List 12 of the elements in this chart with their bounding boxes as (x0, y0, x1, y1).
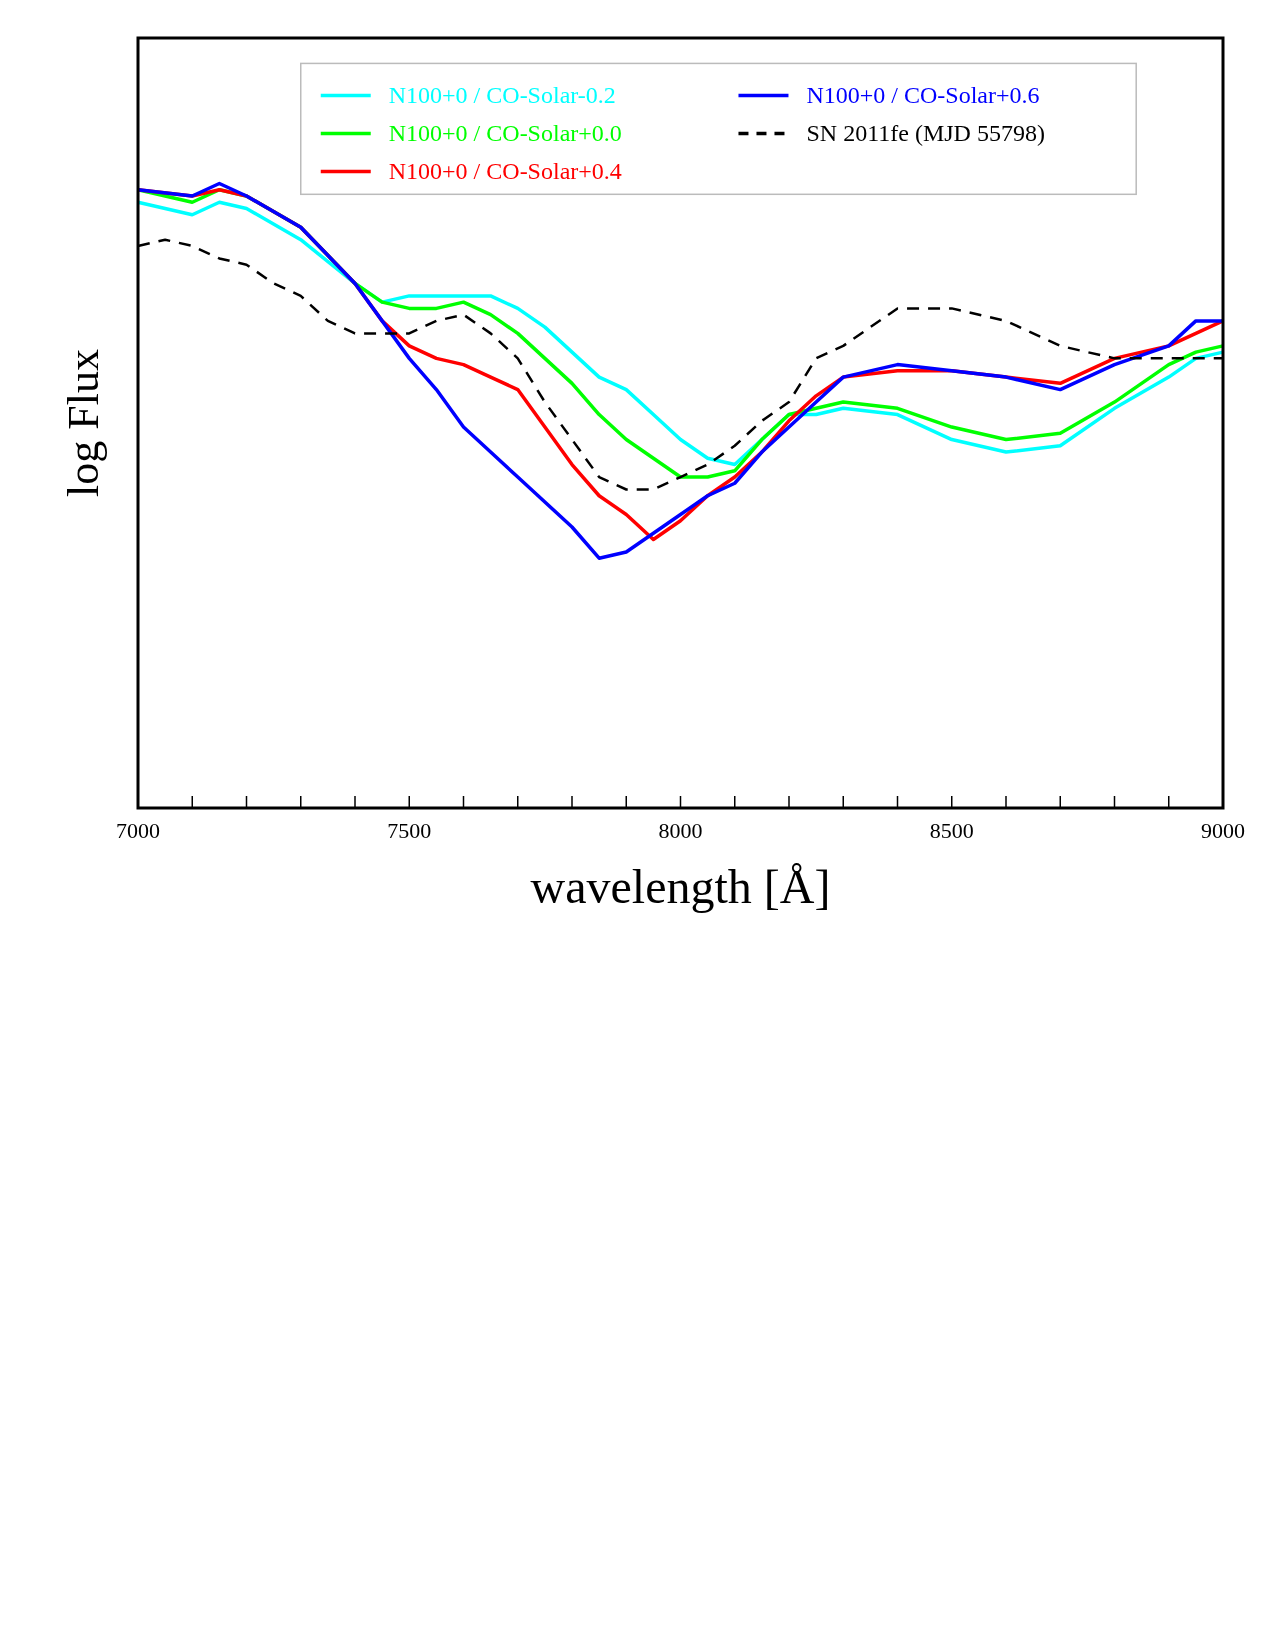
x-axis-title: wavelength [Å] (530, 860, 831, 913)
x-tick-label: 7500 (387, 818, 432, 843)
legend-label: N100+0 / CO-Solar+0.4 (388, 158, 622, 185)
x-tick-label: 8000 (658, 818, 703, 843)
x-tick-label: 7000 (116, 818, 160, 843)
legend-label: SN 2011fe (MJD 55798) (806, 120, 1045, 147)
legend-label: N100+0 / CO-Solar-0.2 (388, 82, 616, 109)
x-tick-label: 8500 (929, 818, 974, 843)
legend-label: N100+0 / CO-Solar+0.0 (388, 120, 622, 147)
x-tick-label: 9000 (1201, 818, 1245, 843)
legend-label: N100+0 / CO-Solar+0.6 (806, 82, 1040, 109)
y-axis-title: log Flux (59, 349, 108, 497)
